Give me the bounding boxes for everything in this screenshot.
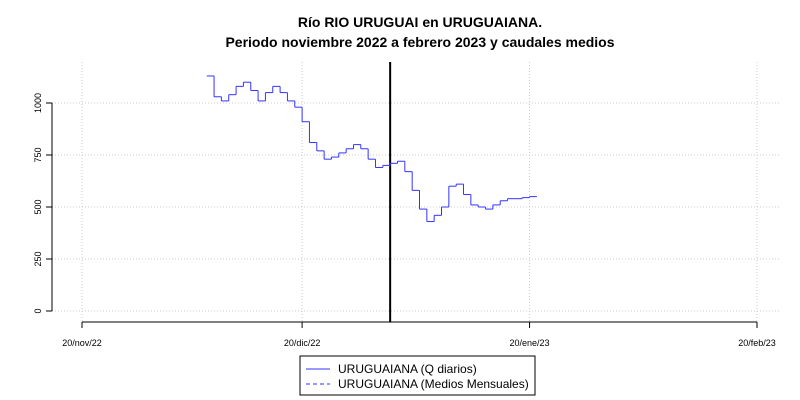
x-tick-label: 20/ene/23 xyxy=(510,338,550,348)
x-tick-label: 20/nov/22 xyxy=(62,338,102,348)
x-tick-label: 20/feb/23 xyxy=(738,338,776,348)
grid xyxy=(52,62,780,322)
chart-title: Río RIO URUGUAI en URUGUAIANA. xyxy=(298,14,542,30)
y-tick-label: 0 xyxy=(33,308,43,313)
legend-label-daily: URUGUAIANA (Q diarios) xyxy=(338,362,477,376)
series-layer xyxy=(206,62,537,322)
x-tick-label: 20/dic/22 xyxy=(284,338,321,348)
legend-label-monthly: URUGUAIANA (Medios Mensuales) xyxy=(338,377,529,391)
chart-subtitle: Periodo noviembre 2022 a febrero 2023 y … xyxy=(225,34,614,50)
legend-box xyxy=(299,355,536,396)
y-tick-label: 500 xyxy=(33,199,43,214)
legend: URUGUAIANA (Q diarios) URUGUAIANA (Medio… xyxy=(299,355,536,396)
x-axis: 20/nov/22 20/dic/22 20/ene/23 20/feb/23 xyxy=(62,321,776,348)
y-tick-label: 750 xyxy=(33,147,43,162)
y-tick-label: 1000 xyxy=(33,93,43,113)
y-axis: 0 250 500 750 1000 xyxy=(33,93,53,314)
y-tick-label: 250 xyxy=(33,251,43,266)
